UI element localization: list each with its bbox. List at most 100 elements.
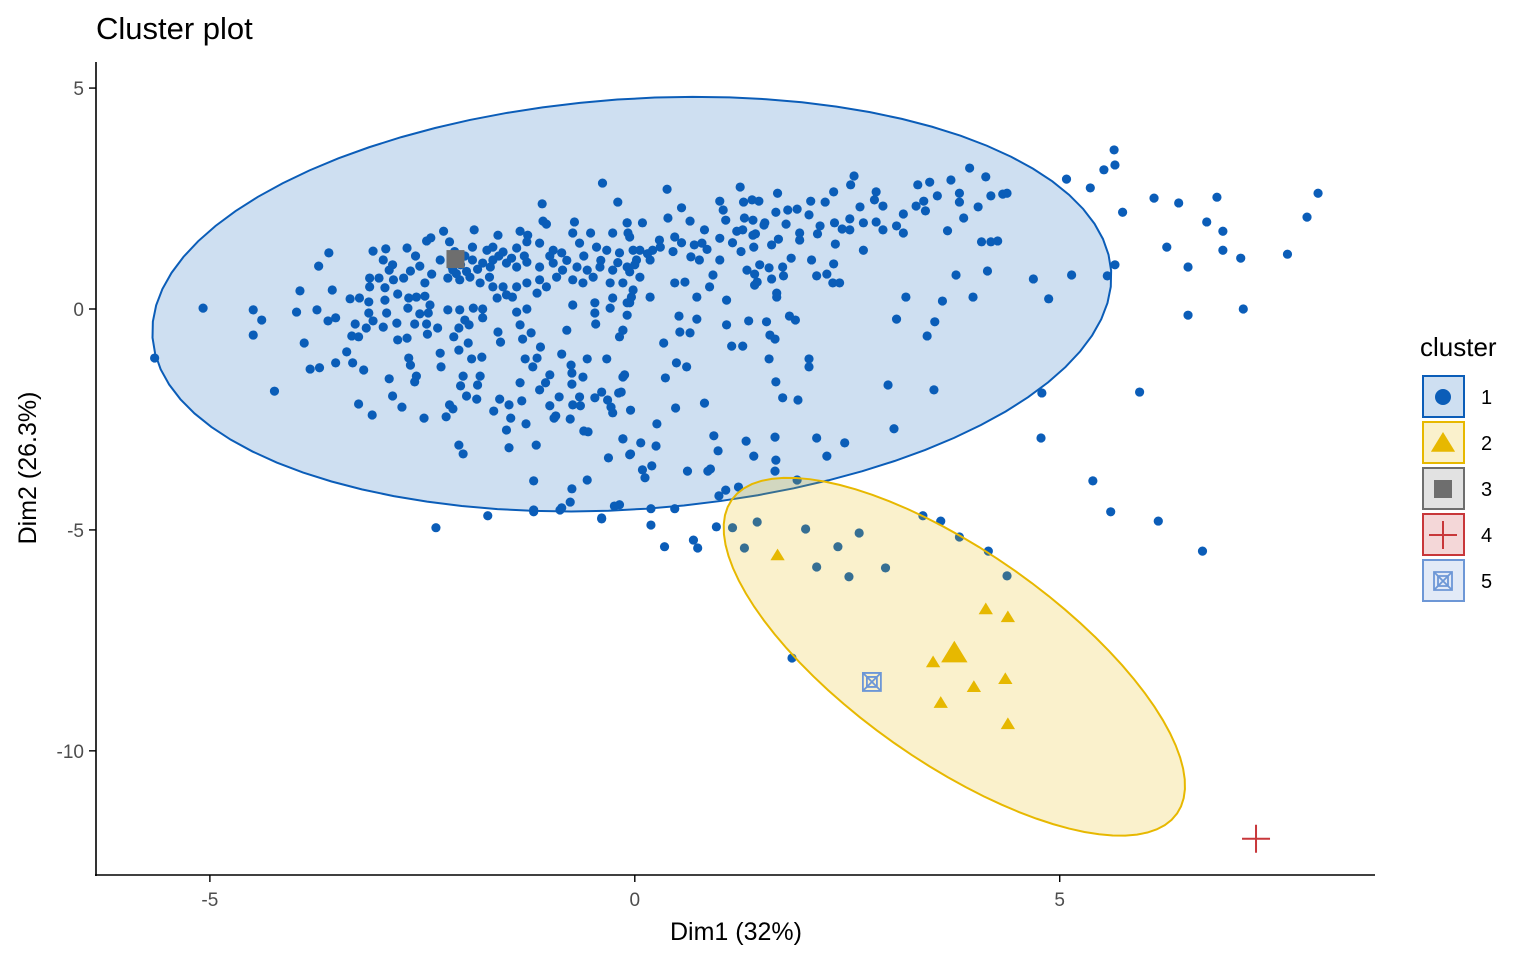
cluster-2-point [925, 655, 941, 668]
cluster-1-point [739, 213, 750, 223]
cluster-1-point [790, 315, 801, 325]
cluster-1-point [353, 332, 364, 342]
cluster-1-point [384, 265, 394, 275]
cluster-1-point [1028, 274, 1038, 284]
cluster-1-point [378, 322, 388, 332]
cluster-1-point [361, 323, 371, 333]
cluster-1-point [855, 202, 865, 212]
cluster-1-point [488, 282, 498, 292]
cluster-1-point [770, 432, 780, 442]
cluster-1-point [1149, 193, 1159, 203]
cluster-1-point [608, 228, 618, 238]
cluster-1-point [1183, 310, 1193, 320]
cluster-1-point [384, 374, 394, 384]
cluster-1-point [425, 300, 435, 310]
cluster-1-point [449, 332, 459, 342]
cluster-1-point [965, 163, 975, 173]
cluster-1-point [574, 392, 585, 402]
cluster-1-point [565, 497, 575, 507]
cluster-1-point [622, 310, 632, 320]
cluster-1-point [738, 225, 748, 235]
cluster-1-point [353, 399, 364, 409]
cluster-1-point [635, 272, 645, 282]
cluster-1-point [590, 308, 600, 318]
cluster-1-point [845, 225, 855, 235]
cluster-1-point [1085, 183, 1095, 193]
cluster-1-point [498, 282, 508, 292]
cluster-1-point [1117, 207, 1128, 217]
cluster-1-point [404, 353, 414, 363]
cluster-1-point [772, 288, 782, 298]
cluster-1-point [822, 451, 832, 461]
cluster-1-point [674, 311, 684, 321]
cluster-2-point [933, 696, 948, 708]
cluster-2-point [966, 680, 982, 692]
cluster-1-point [583, 427, 593, 437]
cluster-1-point [504, 443, 514, 453]
cluster-1-point [692, 314, 702, 324]
cluster-1-point [345, 294, 355, 304]
cluster-1-point [324, 248, 334, 258]
cluster-1-point [517, 396, 527, 406]
cluster-1-point [443, 273, 453, 283]
cluster-1-point [878, 225, 888, 235]
cluster-1-point [718, 205, 728, 215]
cluster-1-point [735, 182, 745, 192]
cluster-1-point [668, 246, 678, 257]
cluster-1-point [1088, 476, 1098, 486]
cluster-1-point [578, 278, 588, 288]
x-tick-label: 5 [1054, 890, 1065, 911]
cluster-1-point [767, 240, 777, 250]
cluster-1-point [618, 434, 628, 444]
cluster-1-point [248, 330, 258, 340]
cluster-1-point [557, 248, 567, 258]
cluster-1-point [871, 217, 881, 227]
cluster-center-plus [1242, 824, 1271, 853]
cluster-1-point [461, 391, 472, 401]
cluster-1-point [472, 394, 482, 404]
cluster-1-point [727, 341, 737, 351]
cluster-1-point [512, 307, 522, 317]
cluster-1-point [1134, 387, 1145, 397]
cluster-1-point [467, 242, 478, 252]
cluster-center-square [446, 250, 465, 269]
cluster-1-point [750, 269, 760, 279]
legend-boxed-x-icon [1433, 571, 1453, 591]
cluster-1-point [662, 184, 672, 194]
cluster-1-point [682, 362, 692, 372]
cluster-1-point [423, 308, 433, 318]
cluster-1-point [608, 293, 618, 303]
cluster-1-point [545, 251, 555, 261]
cluster-1-point [976, 237, 987, 247]
cluster-1-point [535, 262, 545, 272]
cluster-1-point [812, 271, 822, 281]
cluster-1-point [535, 238, 545, 248]
cluster-1-point [622, 218, 632, 228]
cluster-1-point [697, 238, 707, 248]
cluster-1-point [495, 394, 505, 404]
cluster-1-point [488, 242, 498, 252]
cluster-1-point [1002, 571, 1012, 581]
cluster-1-point [427, 269, 437, 279]
cluster-1-point [368, 316, 378, 326]
cluster-1-point [1110, 160, 1120, 170]
cluster-1-point [603, 453, 614, 463]
legend-circle-icon [1435, 389, 1451, 405]
cluster-1-point [1109, 145, 1119, 155]
cluster-1-point [484, 272, 495, 282]
cluster-1-point [478, 313, 488, 323]
cluster-1-point [467, 354, 477, 364]
cluster-1-point [435, 348, 445, 358]
cluster-1-point [778, 393, 788, 403]
cluster-1-point [1197, 546, 1208, 556]
cluster-1-point [618, 325, 628, 335]
legend-label: 5 [1481, 571, 1492, 593]
cluster-1-point [618, 372, 628, 382]
cluster-1-point [651, 441, 661, 451]
cluster-1-point [248, 305, 258, 315]
legend-label: 4 [1481, 525, 1492, 547]
cluster-1-point [257, 315, 267, 325]
cluster-1-point [1183, 262, 1193, 272]
cluster-1-point [833, 542, 843, 552]
legend-label: 3 [1481, 479, 1492, 501]
